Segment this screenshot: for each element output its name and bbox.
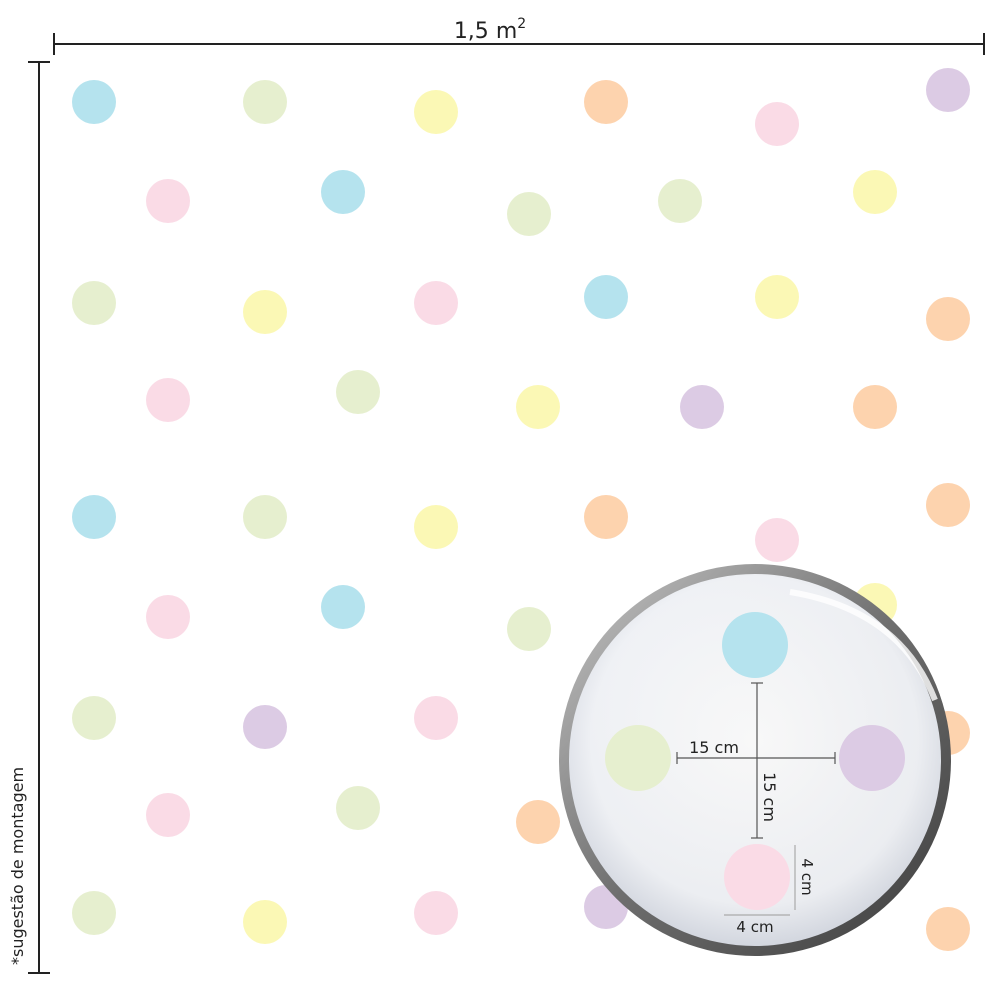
width-unit: m: [496, 19, 517, 44]
width-exponent: 2: [517, 16, 526, 32]
dot: [243, 495, 287, 539]
dot-height-label: 4 cm: [798, 858, 816, 895]
dot: [853, 170, 897, 214]
dot: [414, 90, 458, 134]
magnifier: 15 cm 15 cm 4 cm 4 cm: [559, 564, 951, 956]
dot: [926, 297, 970, 341]
dot: [414, 891, 458, 935]
horizontal-spacing-label: 15 cm: [689, 738, 739, 757]
dot: [243, 900, 287, 944]
dot: [72, 281, 116, 325]
dot: [414, 281, 458, 325]
dot: [755, 102, 799, 146]
dot: [72, 696, 116, 740]
dot: [243, 80, 287, 124]
dot: [72, 80, 116, 124]
dot: [584, 495, 628, 539]
dot: [414, 505, 458, 549]
dot: [414, 696, 458, 740]
dot: [853, 385, 897, 429]
spacing-lines: [676, 682, 836, 916]
dot: [72, 495, 116, 539]
magnified-dot: [839, 725, 905, 791]
width-label: 1,5 m2: [454, 16, 526, 44]
magnified-dot: [722, 612, 788, 678]
dot: [658, 179, 702, 223]
width-dimension: [53, 33, 985, 55]
dot: [336, 370, 380, 414]
dot: [755, 275, 799, 319]
dot: [507, 192, 551, 236]
vertical-spacing-label: 15 cm: [760, 772, 779, 822]
dot: [516, 800, 560, 844]
dot: [146, 595, 190, 639]
dot: [926, 907, 970, 951]
dot: [584, 80, 628, 124]
dot: [516, 385, 560, 429]
dot: [680, 385, 724, 429]
lens-highlight: [789, 589, 938, 702]
dot: [321, 170, 365, 214]
dot: [755, 518, 799, 562]
dot-pattern: [72, 68, 970, 951]
height-dimension: [28, 61, 50, 974]
dot: [243, 290, 287, 334]
dot: [507, 607, 551, 651]
dot: [243, 705, 287, 749]
dot: [926, 68, 970, 112]
magnifier-lens: [569, 574, 941, 946]
dot: [926, 483, 970, 527]
width-value: 1,5: [454, 19, 489, 44]
dot: [321, 585, 365, 629]
magnified-dot: [724, 844, 790, 910]
dot: [584, 275, 628, 319]
dot: [336, 786, 380, 830]
dot-width-label: 4 cm: [736, 918, 773, 936]
dot: [146, 378, 190, 422]
dot: [146, 793, 190, 837]
magnified-dot: [605, 725, 671, 791]
dot: [146, 179, 190, 223]
side-note: *sugestão de montagem: [8, 767, 27, 965]
dot: [72, 891, 116, 935]
